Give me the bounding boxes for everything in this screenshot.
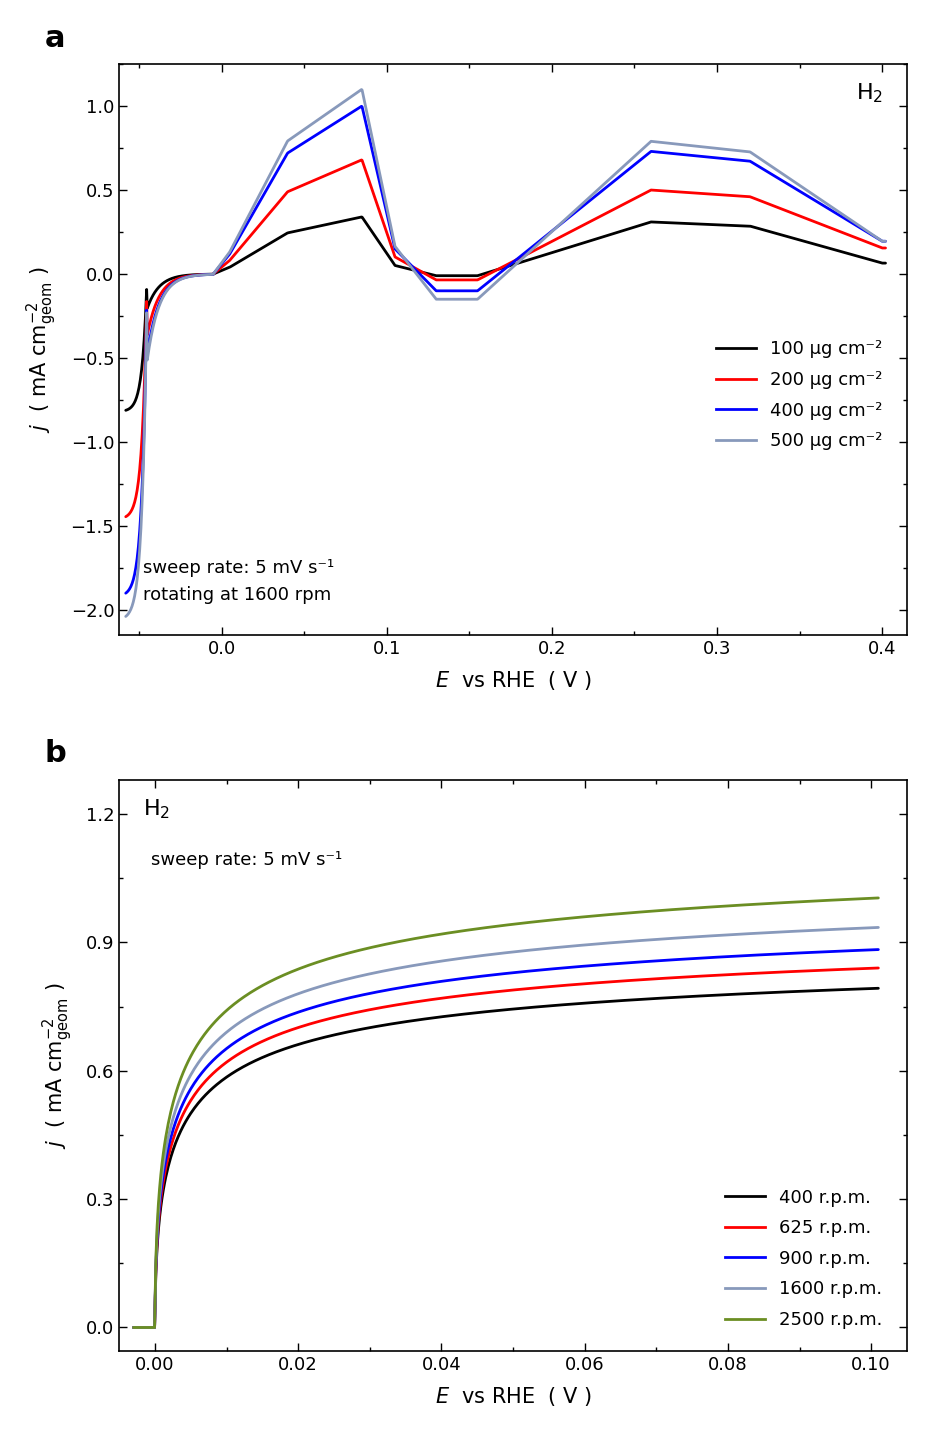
Text: sweep rate: 5 mV s⁻¹: sweep rate: 5 mV s⁻¹	[151, 851, 342, 870]
Y-axis label: $j$  ( mA cm$^{-2}_{\mathrm{geom}}$ ): $j$ ( mA cm$^{-2}_{\mathrm{geom}}$ )	[40, 982, 75, 1149]
X-axis label: $E$  vs RHE  ( V ): $E$ vs RHE ( V )	[434, 669, 592, 692]
Text: H$_2$: H$_2$	[143, 797, 170, 821]
Text: b: b	[45, 739, 66, 768]
X-axis label: $E$  vs RHE  ( V ): $E$ vs RHE ( V )	[434, 1386, 592, 1409]
Y-axis label: $j$  ( mA cm$^{-2}_{\mathrm{geom}}$ ): $j$ ( mA cm$^{-2}_{\mathrm{geom}}$ )	[25, 267, 60, 433]
Legend: 400 r.p.m., 625 r.p.m., 900 r.p.m., 1600 r.p.m., 2500 r.p.m.: 400 r.p.m., 625 r.p.m., 900 r.p.m., 1600…	[719, 1181, 890, 1337]
Text: H$_2$: H$_2$	[857, 82, 884, 105]
Text: a: a	[45, 23, 64, 53]
Legend: 100 μg cm⁻², 200 μg cm⁻², 400 μg cm⁻², 500 μg cm⁻²: 100 μg cm⁻², 200 μg cm⁻², 400 μg cm⁻², 5…	[709, 332, 890, 457]
Text: sweep rate: 5 mV s⁻¹
rotating at 1600 rpm: sweep rate: 5 mV s⁻¹ rotating at 1600 rp…	[143, 559, 334, 603]
